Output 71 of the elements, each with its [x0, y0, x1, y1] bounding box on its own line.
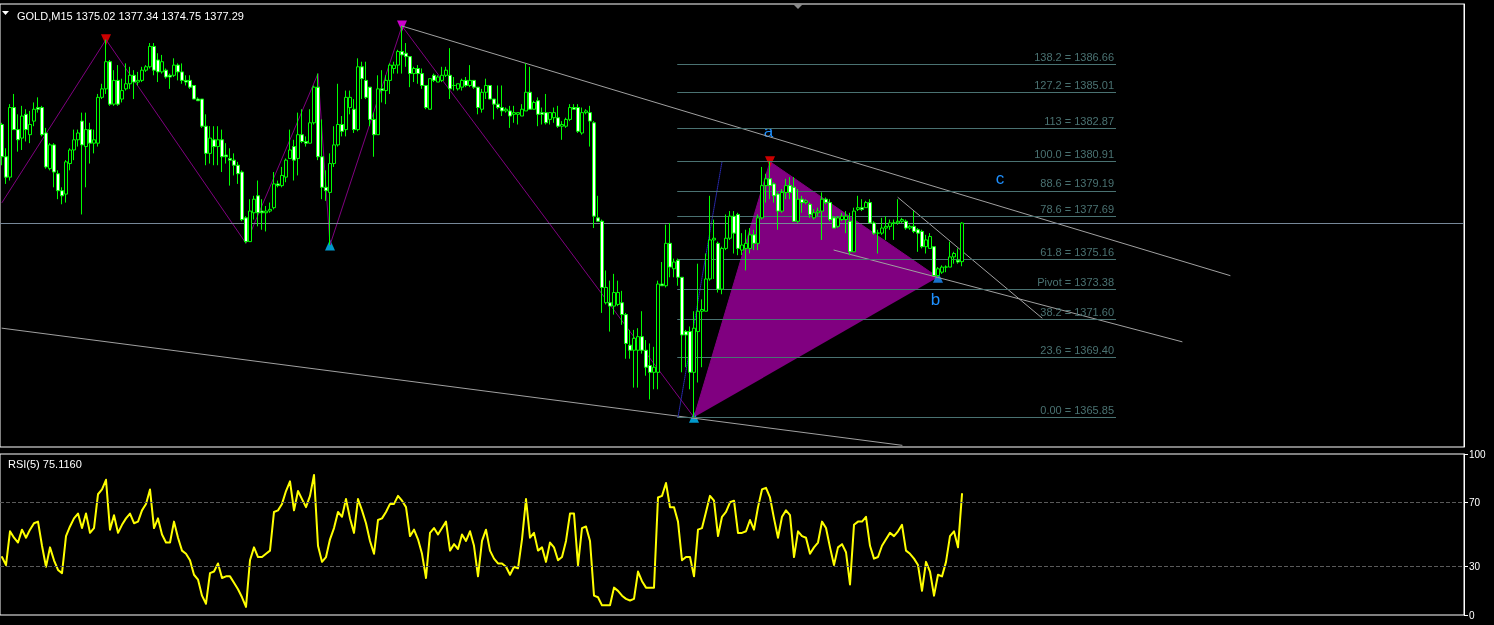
chart-title: RSI(5) 75.1160: [8, 457, 82, 470]
ref-line-label: 138.2 = 1386.66: [1034, 50, 1115, 63]
candlestick: [344, 90, 348, 137]
candlestick: [20, 105, 24, 151]
candlestick: [744, 229, 748, 271]
candlestick: [180, 62, 184, 85]
candlestick: [256, 180, 260, 227]
candlestick: [576, 103, 580, 134]
candlestick: [552, 107, 556, 124]
candlestick: [512, 105, 516, 124]
ref-line-label: Pivot = 1373.38: [1037, 275, 1115, 288]
candlestick: [732, 210, 736, 255]
ref-line-label: 61.8 = 1375.16: [1040, 245, 1115, 258]
candlestick: [924, 234, 928, 255]
candlestick: [272, 171, 276, 210]
candlestick: [356, 57, 360, 132]
candlestick: [768, 161, 772, 200]
ref-line-label: 0.00 = 1365.85: [1040, 403, 1115, 416]
line-series: [1, 473, 963, 608]
candlestick: [884, 215, 888, 241]
candlestick: [664, 224, 668, 288]
candlestick: [212, 125, 216, 166]
candlestick: [140, 66, 144, 83]
candlestick: [860, 198, 864, 212]
candlestick: [736, 212, 740, 256]
candlestick: [948, 241, 952, 268]
y-tick-label: 30: [1469, 561, 1481, 573]
candlestick: [460, 78, 464, 92]
ref-line-label: 78.6 = 1377.69: [1040, 202, 1115, 215]
candlestick: [904, 219, 908, 231]
ref-line-label: 100.0 = 1380.91: [1034, 148, 1115, 161]
candlestick: [848, 212, 852, 256]
candlestick: [248, 198, 252, 243]
candlestick: [448, 47, 452, 100]
ref-line-label: 88.6 = 1379.19: [1040, 177, 1115, 190]
candlestick: [284, 157, 288, 183]
candlestick: [940, 264, 944, 275]
candlestick: [836, 215, 840, 229]
candlestick: [416, 64, 420, 85]
candlestick: [132, 69, 136, 100]
candlestick: [580, 107, 584, 136]
candlestick: [792, 176, 796, 222]
candlestick: [468, 64, 472, 88]
candlestick: [500, 84, 504, 117]
candlestick: [176, 62, 180, 81]
candlestick: [960, 221, 964, 267]
candlestick: [716, 241, 720, 294]
y-tick-label: 70: [1469, 496, 1481, 508]
annotation: b: [930, 290, 941, 310]
y-tick-label: 100: [1469, 448, 1487, 460]
y-tick-label: 0: [1469, 609, 1475, 621]
candlestick: [808, 202, 812, 219]
annotation: c: [995, 168, 1005, 188]
candlestick: [116, 64, 120, 107]
ref-line-label: 113 = 1382.87: [1044, 114, 1115, 127]
text: GOLD,M15 1375.02 1377.34 1374.75 1377.29: [17, 9, 244, 22]
candlestick: [536, 96, 540, 127]
candlestick: [820, 191, 824, 241]
candlestick: [440, 66, 444, 83]
candlestick: [400, 25, 404, 75]
candlestick: [220, 129, 224, 173]
candlestick: [544, 93, 548, 126]
ref-line-label: 127.2 = 1385.01: [1034, 78, 1115, 91]
candlestick: [228, 147, 232, 187]
candlestick: [428, 78, 432, 110]
candlestick: [508, 105, 512, 129]
ref-line-label: 23.6 = 1369.40: [1040, 343, 1115, 356]
candlestick: [528, 66, 532, 110]
candlestick: [80, 112, 84, 215]
candlestick: [632, 329, 636, 389]
candlestick: [648, 342, 652, 400]
